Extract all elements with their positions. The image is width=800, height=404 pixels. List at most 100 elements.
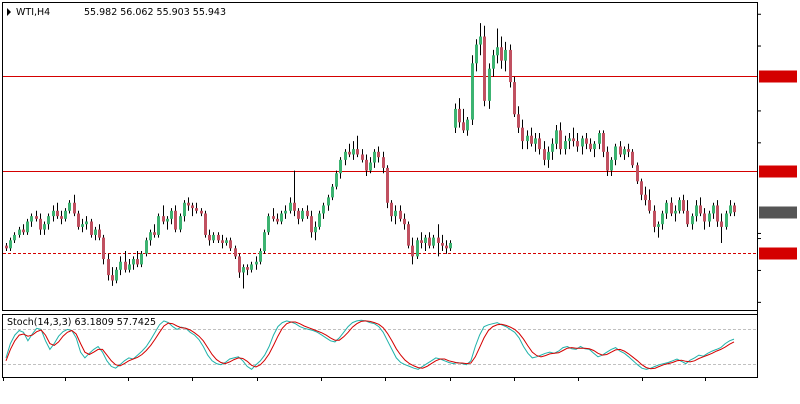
candle-body (250, 264, 253, 270)
candle-body (111, 275, 114, 281)
candle-body (733, 205, 736, 213)
candle-body (64, 210, 67, 219)
candle-body (81, 224, 84, 227)
candle-body (170, 210, 173, 219)
candle-body (246, 267, 249, 270)
candle-body (593, 143, 596, 150)
candle-body (18, 229, 21, 235)
candle-body (543, 149, 546, 160)
stochastic-pane[interactable] (3, 319, 757, 370)
candle-body (521, 127, 524, 142)
level-price-tag (759, 165, 797, 178)
candle-body (432, 237, 435, 246)
candle-body (195, 208, 198, 211)
level-price-tag (759, 70, 797, 83)
candle-body (475, 44, 478, 64)
candle-body (187, 202, 190, 206)
candle-body (572, 138, 575, 142)
candle-body (352, 149, 355, 155)
candle-body (606, 151, 609, 171)
candle-body (648, 200, 651, 211)
candle-body (458, 108, 461, 123)
candle-body (369, 162, 372, 171)
candle-body (479, 36, 482, 45)
candles-series (5, 23, 736, 289)
candle-body (259, 251, 262, 262)
candle-body (581, 138, 584, 147)
candle-body (708, 213, 711, 222)
candle-body (530, 135, 533, 144)
candle-body (674, 210, 677, 214)
candle-body (107, 259, 110, 276)
symbol-label: WTI,H4 (16, 7, 50, 18)
candle-body (327, 197, 330, 206)
candle-body (500, 47, 503, 61)
candle-body (390, 202, 393, 217)
candle-body (255, 261, 258, 265)
candle-body (466, 119, 469, 131)
candle-body (661, 213, 664, 225)
candle-body (242, 267, 245, 273)
candle-body (119, 261, 122, 270)
candle-body (399, 210, 402, 219)
candle-body (568, 138, 571, 142)
candle-body (712, 205, 715, 214)
current-price-tag (759, 206, 797, 219)
candle-body (623, 149, 626, 155)
candle-body (555, 130, 558, 144)
candle-body (517, 114, 520, 128)
candle-body (183, 202, 186, 217)
candle-body (90, 221, 93, 235)
candle-body (234, 248, 237, 257)
candle-body (263, 232, 266, 252)
candle-body (179, 216, 182, 230)
candle-body (471, 63, 474, 120)
candle-body (445, 245, 448, 249)
candle-body (280, 213, 283, 222)
candle-body (361, 154, 364, 160)
candle-body (365, 159, 368, 171)
candle-body (551, 143, 554, 152)
candle-body (30, 216, 33, 222)
candle-body (9, 240, 12, 249)
candle-body (310, 216, 313, 233)
candle-body (720, 221, 723, 227)
candle-body (454, 108, 457, 128)
collapse-triangle-icon[interactable] (7, 8, 11, 16)
candle-body (538, 138, 541, 150)
candle-body (686, 210, 689, 225)
candle-body (504, 49, 507, 61)
chart-header: WTI,H4 55.982 56.062 55.903 55.943 (7, 7, 226, 18)
candle-body (416, 240, 419, 257)
candle-body (306, 210, 309, 217)
candle-body (636, 165, 639, 182)
horizontal-levels[interactable] (3, 70, 797, 260)
candle-body (200, 210, 203, 214)
candle-body (56, 210, 59, 217)
candle-body (267, 216, 270, 233)
candle-body (496, 47, 499, 56)
candle-body (136, 259, 139, 265)
candle-body (145, 240, 148, 254)
candle-body (208, 234, 211, 241)
candle-body (394, 210, 397, 217)
candle-body (47, 216, 50, 225)
candle-body (293, 202, 296, 211)
candle-body (115, 269, 118, 281)
candle-body (73, 202, 76, 214)
candle-body (157, 216, 160, 235)
candle-body (301, 210, 304, 219)
candle-body (335, 173, 338, 187)
candle-body (314, 226, 317, 233)
candle-body (22, 229, 25, 233)
stochastic-label: Stoch(14,3,3) 63.1809 57.7425 (7, 317, 156, 328)
candle-body (640, 181, 643, 195)
candle-body (670, 202, 673, 214)
candle-body (322, 205, 325, 214)
candle-body (614, 146, 617, 160)
candle-body (657, 224, 660, 227)
candle-body (526, 135, 529, 142)
